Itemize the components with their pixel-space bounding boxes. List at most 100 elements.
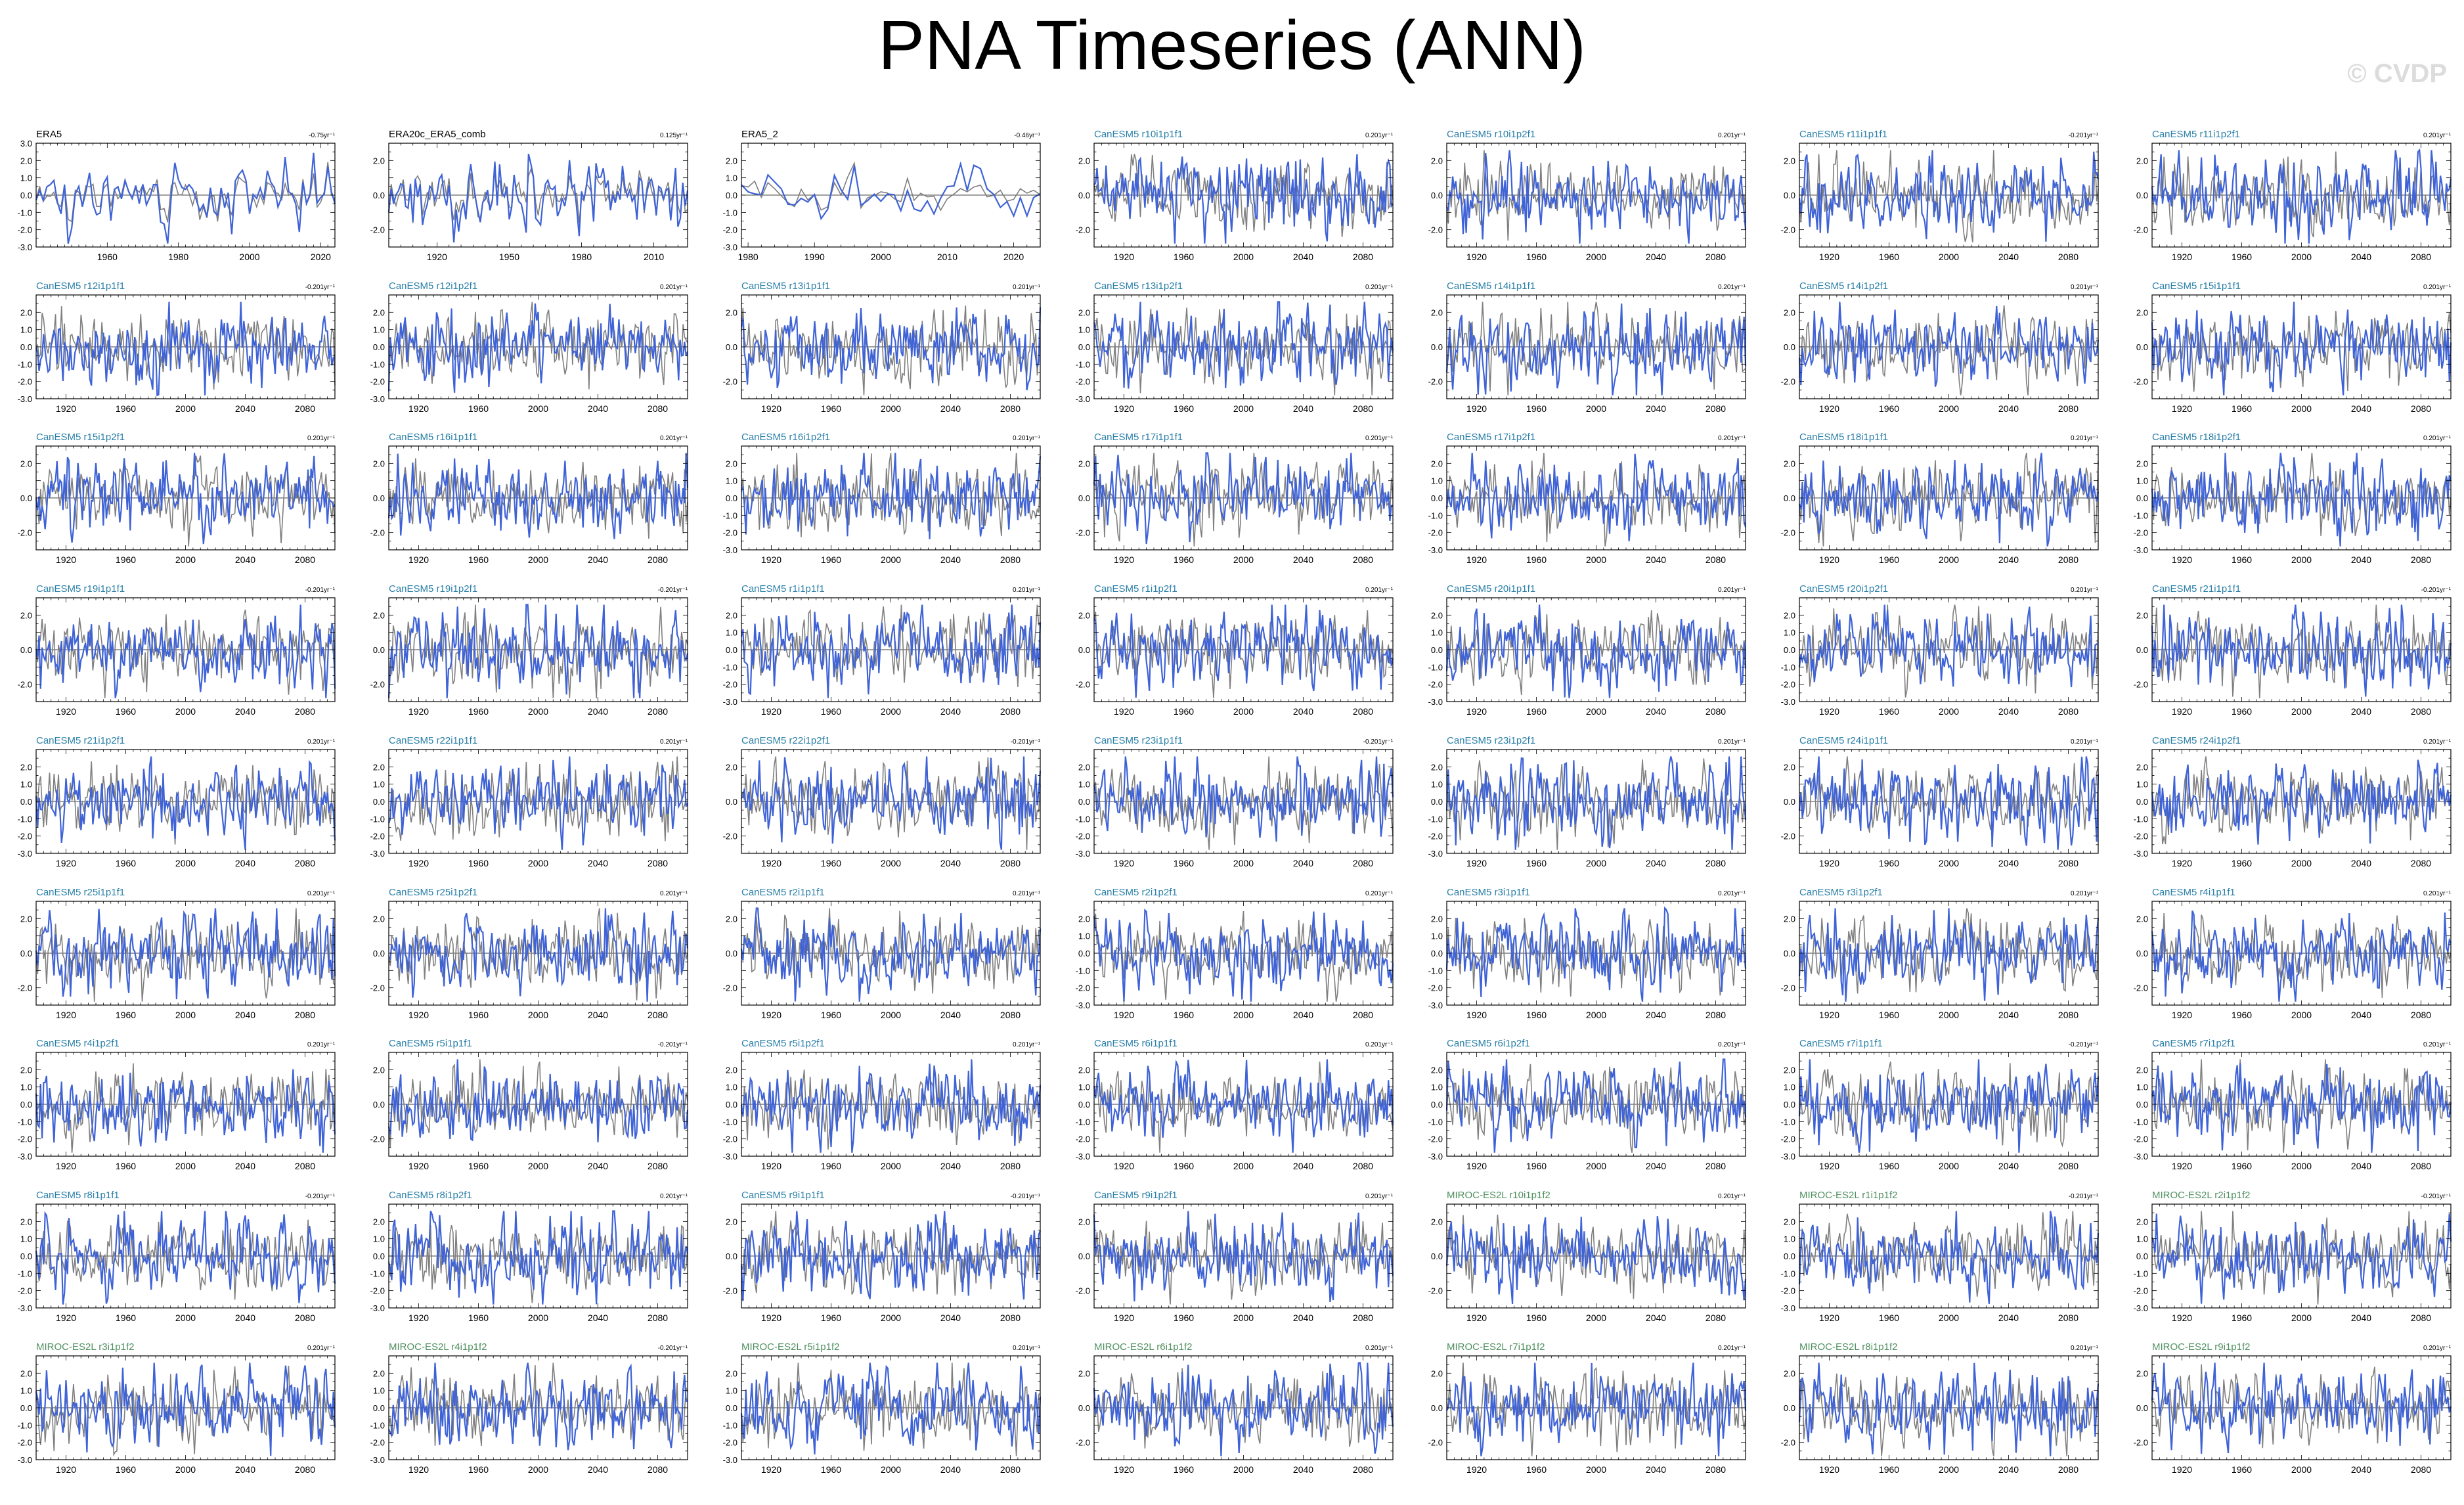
x-tick-label: 2080 [1705,1464,1726,1475]
x-tick-label: 1920 [408,554,429,565]
x-tick-label: 2080 [295,1464,315,1475]
y-tick-label: 1.0 [1431,628,1443,638]
x-tick-label: 2040 [940,706,961,717]
y-tick-label: -1.0 [18,1117,32,1127]
y-tick-label: 0.0 [2136,1251,2148,1261]
x-tick-label: 2040 [235,1161,255,1171]
model-series-line [388,907,689,1002]
x-tick-label: 2000 [2291,1313,2312,1323]
y-tick-label: 1.0 [20,173,32,183]
x-tick-label: 2040 [1293,403,1313,414]
x-tick-label: 1960 [821,858,841,868]
y-tick-label: 2.0 [1078,1368,1090,1378]
trend-label: -0.201yr⁻¹ [658,1345,688,1352]
y-tick-label: 1.0 [726,173,737,183]
x-tick-label: 1920 [761,403,781,414]
trend-label: 0.201yr⁻¹ [1365,284,1394,291]
model-series-line [2151,302,2452,395]
y-tick-label: 0.0 [2136,342,2148,352]
x-tick-label: 1920 [761,1010,781,1020]
panel-canesm5-r17i1p2f1: CanESM5 r17i1p2f1 0.201yr⁻¹ 1920 1960 2000 20… [1411,421,1750,571]
y-tick-label: 2.0 [1784,1217,1795,1226]
trend-label: 0.201yr⁻¹ [1718,284,1746,291]
model-series-line [741,161,1041,221]
y-tick-label: 2.0 [726,156,737,166]
x-tick-label: 2010 [644,252,664,262]
reference-series-line [35,1063,336,1153]
y-tick-label: -2.0 [723,376,737,386]
x-tick-label: 2080 [648,1161,668,1171]
y-tick-label: -2.0 [723,1286,737,1296]
model-series-line [2151,148,2452,244]
y-tick-label: 2.0 [726,914,737,924]
x-tick-label: 1960 [468,1313,489,1323]
panel-label: CanESM5 r2i1p1f1 [741,887,825,898]
x-tick-label: 2040 [1998,554,2019,565]
x-tick-label: 2040 [1293,1010,1313,1020]
x-tick-label: 1920 [408,1161,429,1171]
x-tick-label: 2040 [588,1464,608,1475]
chart-canesm5-r16i1p2f1: CanESM5 r16i1p2f1 0.201yr⁻¹ 1920 1960 2000 20… [723,432,1042,565]
panel-canesm5-r1i1p1f1: CanESM5 r1i1p1f1 0.201yr⁻¹ 1920 1960 2000 204… [705,573,1045,723]
chart-canesm5-r21i1p1f1: CanESM5 r21i1p1f1 -0.201yr⁻¹ 1920 1960 2000 2… [2134,583,2452,717]
panel-canesm5-r3i1p1f1: CanESM5 r3i1p1f1 0.201yr⁻¹ 1920 1960 2000 204… [1411,876,1750,1026]
chart-canesm5-r22i1p2f1: CanESM5 r22i1p2f1 -0.201yr⁻¹ 1920 1960 2000 2… [723,735,1042,868]
x-tick-label: 1960 [1879,403,1899,414]
y-tick-label: -2.0 [2134,376,2148,386]
y-tick-label: 0.0 [20,1251,32,1261]
y-tick-label: -2.0 [2134,831,2148,841]
y-tick-label: -2.0 [723,528,737,538]
panel-canesm5-r22i1p2f1: CanESM5 r22i1p2f1 -0.201yr⁻¹ 1920 1960 2000 2… [705,725,1045,874]
y-tick-label: -1.0 [18,814,32,824]
y-tick-label: -1.0 [370,359,385,369]
y-tick-label: 0.0 [726,1251,737,1261]
reference-series-line [741,161,1041,212]
trend-label: 0.201yr⁻¹ [2071,738,2099,746]
panel-label: CanESM5 r1i1p1f1 [741,583,825,595]
y-tick-label: 2.0 [20,307,32,317]
x-tick-label: 2040 [2351,1313,2371,1323]
x-tick-label: 2000 [1586,554,1606,565]
panel-label: CanESM5 r6i1p1f1 [1094,1038,1177,1049]
x-tick-label: 2000 [881,1313,901,1323]
panel-label: CanESM5 r23i1p2f1 [1447,735,1535,746]
y-tick-label: 0.0 [1431,1403,1443,1413]
model-series-line [1445,1058,1747,1153]
x-tick-label: 2080 [2411,706,2431,717]
x-tick-label: 2040 [1293,1464,1313,1475]
x-tick-label: 1960 [1174,1161,1194,1171]
panel-label: MIROC-ES2L r4i1p1f2 [389,1341,487,1353]
x-tick-label: 2040 [235,1313,255,1323]
panel-label: CanESM5 r9i1p2f1 [1094,1190,1177,1201]
chart-canesm5-r2i1p1f1: CanESM5 r2i1p1f1 0.201yr⁻¹ 1920 1960 2000 204… [723,887,1042,1020]
model-series-line [1798,302,2100,387]
x-tick-label: 2080 [1705,403,1726,414]
model-series-line [1445,756,1747,850]
panel-era5: ERA5 -0.75yr⁻¹ 1960 1980 2000 2020 3.0 2.0 1.0 0.… [0,118,340,268]
model-series-line [35,152,336,244]
x-tick-label: 2040 [588,554,608,565]
y-tick-label: 2.0 [1784,307,1795,317]
model-series-line [1798,604,2098,688]
x-tick-label: 2080 [295,554,315,565]
y-tick-label: 0.0 [2136,1403,2148,1413]
x-tick-label: 1960 [1526,554,1547,565]
panel-label: CanESM5 r20i1p1f1 [1447,583,1535,595]
x-tick-label: 2040 [1998,1313,2019,1323]
x-tick-label: 1920 [1819,706,1839,717]
y-tick-label: 0.0 [1784,1100,1795,1110]
model-series-line [2151,910,2452,1002]
y-tick-label: 1.0 [1784,1083,1795,1092]
x-tick-label: 2040 [2351,1010,2371,1020]
panel-label: CanESM5 r5i1p1f1 [389,1038,472,1049]
chart-canesm5-r8i1p2f1: CanESM5 r8i1p2f1 0.201yr⁻¹ 1920 1960 2000 204… [370,1190,689,1323]
y-tick-label: 1.0 [1784,1234,1795,1244]
chart-canesm5-r1i1p1f1: CanESM5 r1i1p1f1 0.201yr⁻¹ 1920 1960 2000 204… [723,583,1042,717]
x-tick-label: 1920 [56,706,76,717]
x-tick-label: 2080 [1353,554,1373,565]
y-tick-label: 0.0 [1431,1100,1443,1110]
trend-label: 0.201yr⁻¹ [1365,132,1394,139]
panel-canesm5-r6i1p2f1: CanESM5 r6i1p2f1 0.201yr⁻¹ 1920 1960 2000 204… [1411,1027,1750,1177]
y-tick-label: -1.0 [2134,1269,2148,1278]
y-tick-label: -1.0 [1428,1117,1443,1127]
